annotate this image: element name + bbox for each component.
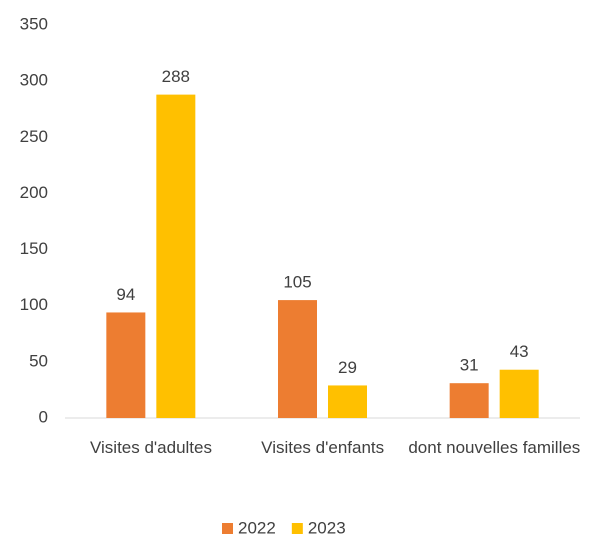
legend-label: 2022 — [238, 518, 276, 537]
y-tick-label: 300 — [20, 71, 48, 90]
legend-swatch — [291, 523, 303, 534]
data-label: 94 — [116, 285, 135, 304]
legend-swatch — [222, 523, 233, 534]
y-tick-label: 150 — [20, 239, 48, 258]
bar — [499, 369, 539, 418]
y-tick-label: 100 — [20, 295, 48, 314]
bar — [328, 385, 367, 418]
y-tick-label: 200 — [20, 183, 48, 202]
x-tick-label: Visites d'adultes — [89, 438, 212, 457]
x-tick-label: Visites d'enfants — [261, 438, 385, 457]
data-label: 288 — [162, 67, 190, 86]
legend-label: 2023 — [308, 518, 346, 537]
y-tick-label: 50 — [29, 351, 48, 370]
y-tick-label: 250 — [20, 127, 48, 146]
bar — [449, 383, 489, 418]
bar — [156, 94, 196, 419]
bar — [278, 300, 317, 418]
bar — [106, 312, 146, 418]
data-label: 31 — [460, 356, 479, 375]
data-label: 105 — [283, 273, 311, 292]
data-label: 29 — [338, 358, 357, 377]
data-label: 43 — [510, 342, 529, 361]
x-tick-label: dont nouvelles familles — [408, 438, 581, 457]
y-tick-label: 350 — [20, 14, 48, 33]
y-tick-label: 0 — [39, 407, 48, 426]
